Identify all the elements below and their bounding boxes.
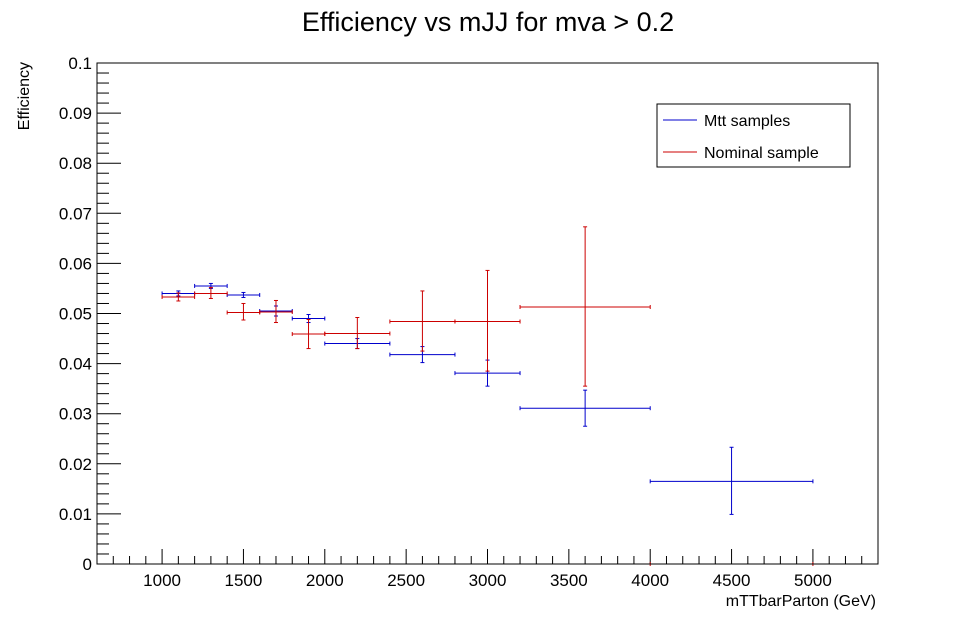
- y-tick-label: 0.04: [59, 355, 92, 374]
- plot-frame: [96, 62, 879, 565]
- x-tick-label: 3500: [550, 571, 588, 590]
- y-tick-label: 0.02: [59, 455, 92, 474]
- x-tick-label: 5000: [794, 571, 832, 590]
- chart-title: Efficiency vs mJJ for mva > 0.2: [302, 7, 674, 37]
- x-tick-label: 1000: [143, 571, 181, 590]
- legend-box: [656, 103, 851, 168]
- y-tick-label: 0.08: [59, 154, 92, 173]
- y-axis-title: Efficiency: [16, 62, 33, 130]
- y-tick-label: 0: [83, 555, 92, 574]
- y-tick-label: 0.05: [59, 305, 92, 324]
- data-point: [454, 269, 521, 372]
- x-tick-label: 2000: [306, 571, 344, 590]
- axes: 1000 1500 2000 2500 3000 3500 4000 4500 5000 0 0.0…: [59, 54, 879, 590]
- x-tick-label: 2500: [387, 571, 425, 590]
- x-tick-label: 3000: [469, 571, 507, 590]
- y-tick-label: 0.01: [59, 505, 92, 524]
- data-point: [194, 282, 228, 289]
- x-axis-title: mTTbarParton (GeV): [726, 593, 876, 610]
- legend: Mtt samples Nominal sample: [656, 103, 851, 168]
- y-tick-label: 0.06: [59, 254, 92, 273]
- legend-label-nominal-sample: Nominal sample: [704, 145, 819, 162]
- x-tick-label: 1500: [225, 571, 263, 590]
- data-point: [649, 446, 814, 515]
- data-point: [291, 319, 326, 350]
- data-point: [259, 299, 293, 324]
- data-point: [324, 317, 391, 350]
- data-point: [161, 292, 196, 302]
- data-point: [389, 290, 456, 352]
- x-tick-label: 4000: [631, 571, 669, 590]
- y-tick-label: 0.03: [59, 405, 92, 424]
- y-tick-label: 0.09: [59, 104, 92, 123]
- y-tick-label: 0.07: [59, 204, 92, 223]
- data-point: [519, 226, 651, 387]
- legend-label-mtt-samples: Mtt samples: [704, 113, 790, 130]
- data-point: [194, 286, 228, 299]
- y-tick-label: 0.1: [68, 54, 92, 73]
- data-point: [519, 389, 651, 427]
- x-tick-label: 4500: [713, 571, 751, 590]
- data-marks: [161, 226, 814, 566]
